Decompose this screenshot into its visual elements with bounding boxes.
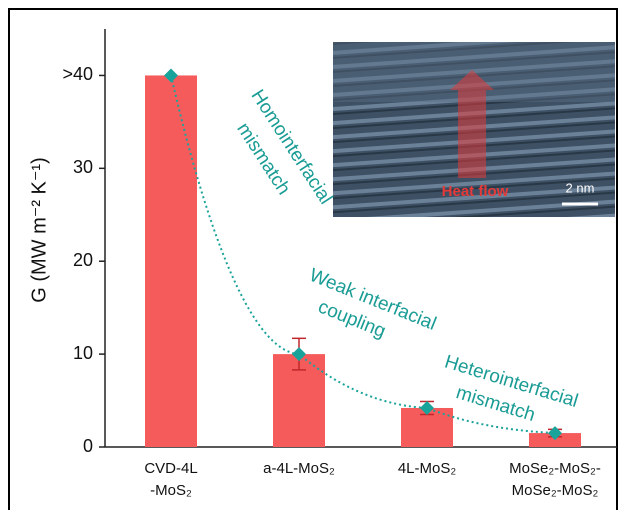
inset: Heat flow 2 nm [333, 42, 615, 217]
y-tick-label: 20 [73, 250, 93, 270]
x-tick-label: CVD-4L-MoS₂ [144, 460, 197, 499]
x-tick-label: a-4L-MoS₂ [263, 460, 335, 477]
y-axis-label: G (MW m⁻² K⁻¹) [28, 157, 50, 303]
page: {"chart_data": {"type": "bar", "y_label"… [0, 0, 625, 510]
y-tick-label: >40 [62, 64, 93, 84]
y-tick-label: 0 [83, 436, 93, 456]
y-tick-label: 10 [73, 343, 93, 363]
x-tick-label: MoSe₂-MoS₂-MoSe₂-MoS₂ [509, 460, 601, 499]
inset-caption: Heat flow [442, 183, 509, 200]
scale-label: 2 nm [566, 180, 595, 195]
y-tick-label: 30 [73, 157, 93, 177]
bar [145, 75, 197, 447]
chart: Heat flow 2 nm G (MW m⁻² K⁻¹) 0 10 20 30 >40… [0, 0, 625, 510]
x-tick-label: 4L-MoS₂ [398, 460, 457, 477]
